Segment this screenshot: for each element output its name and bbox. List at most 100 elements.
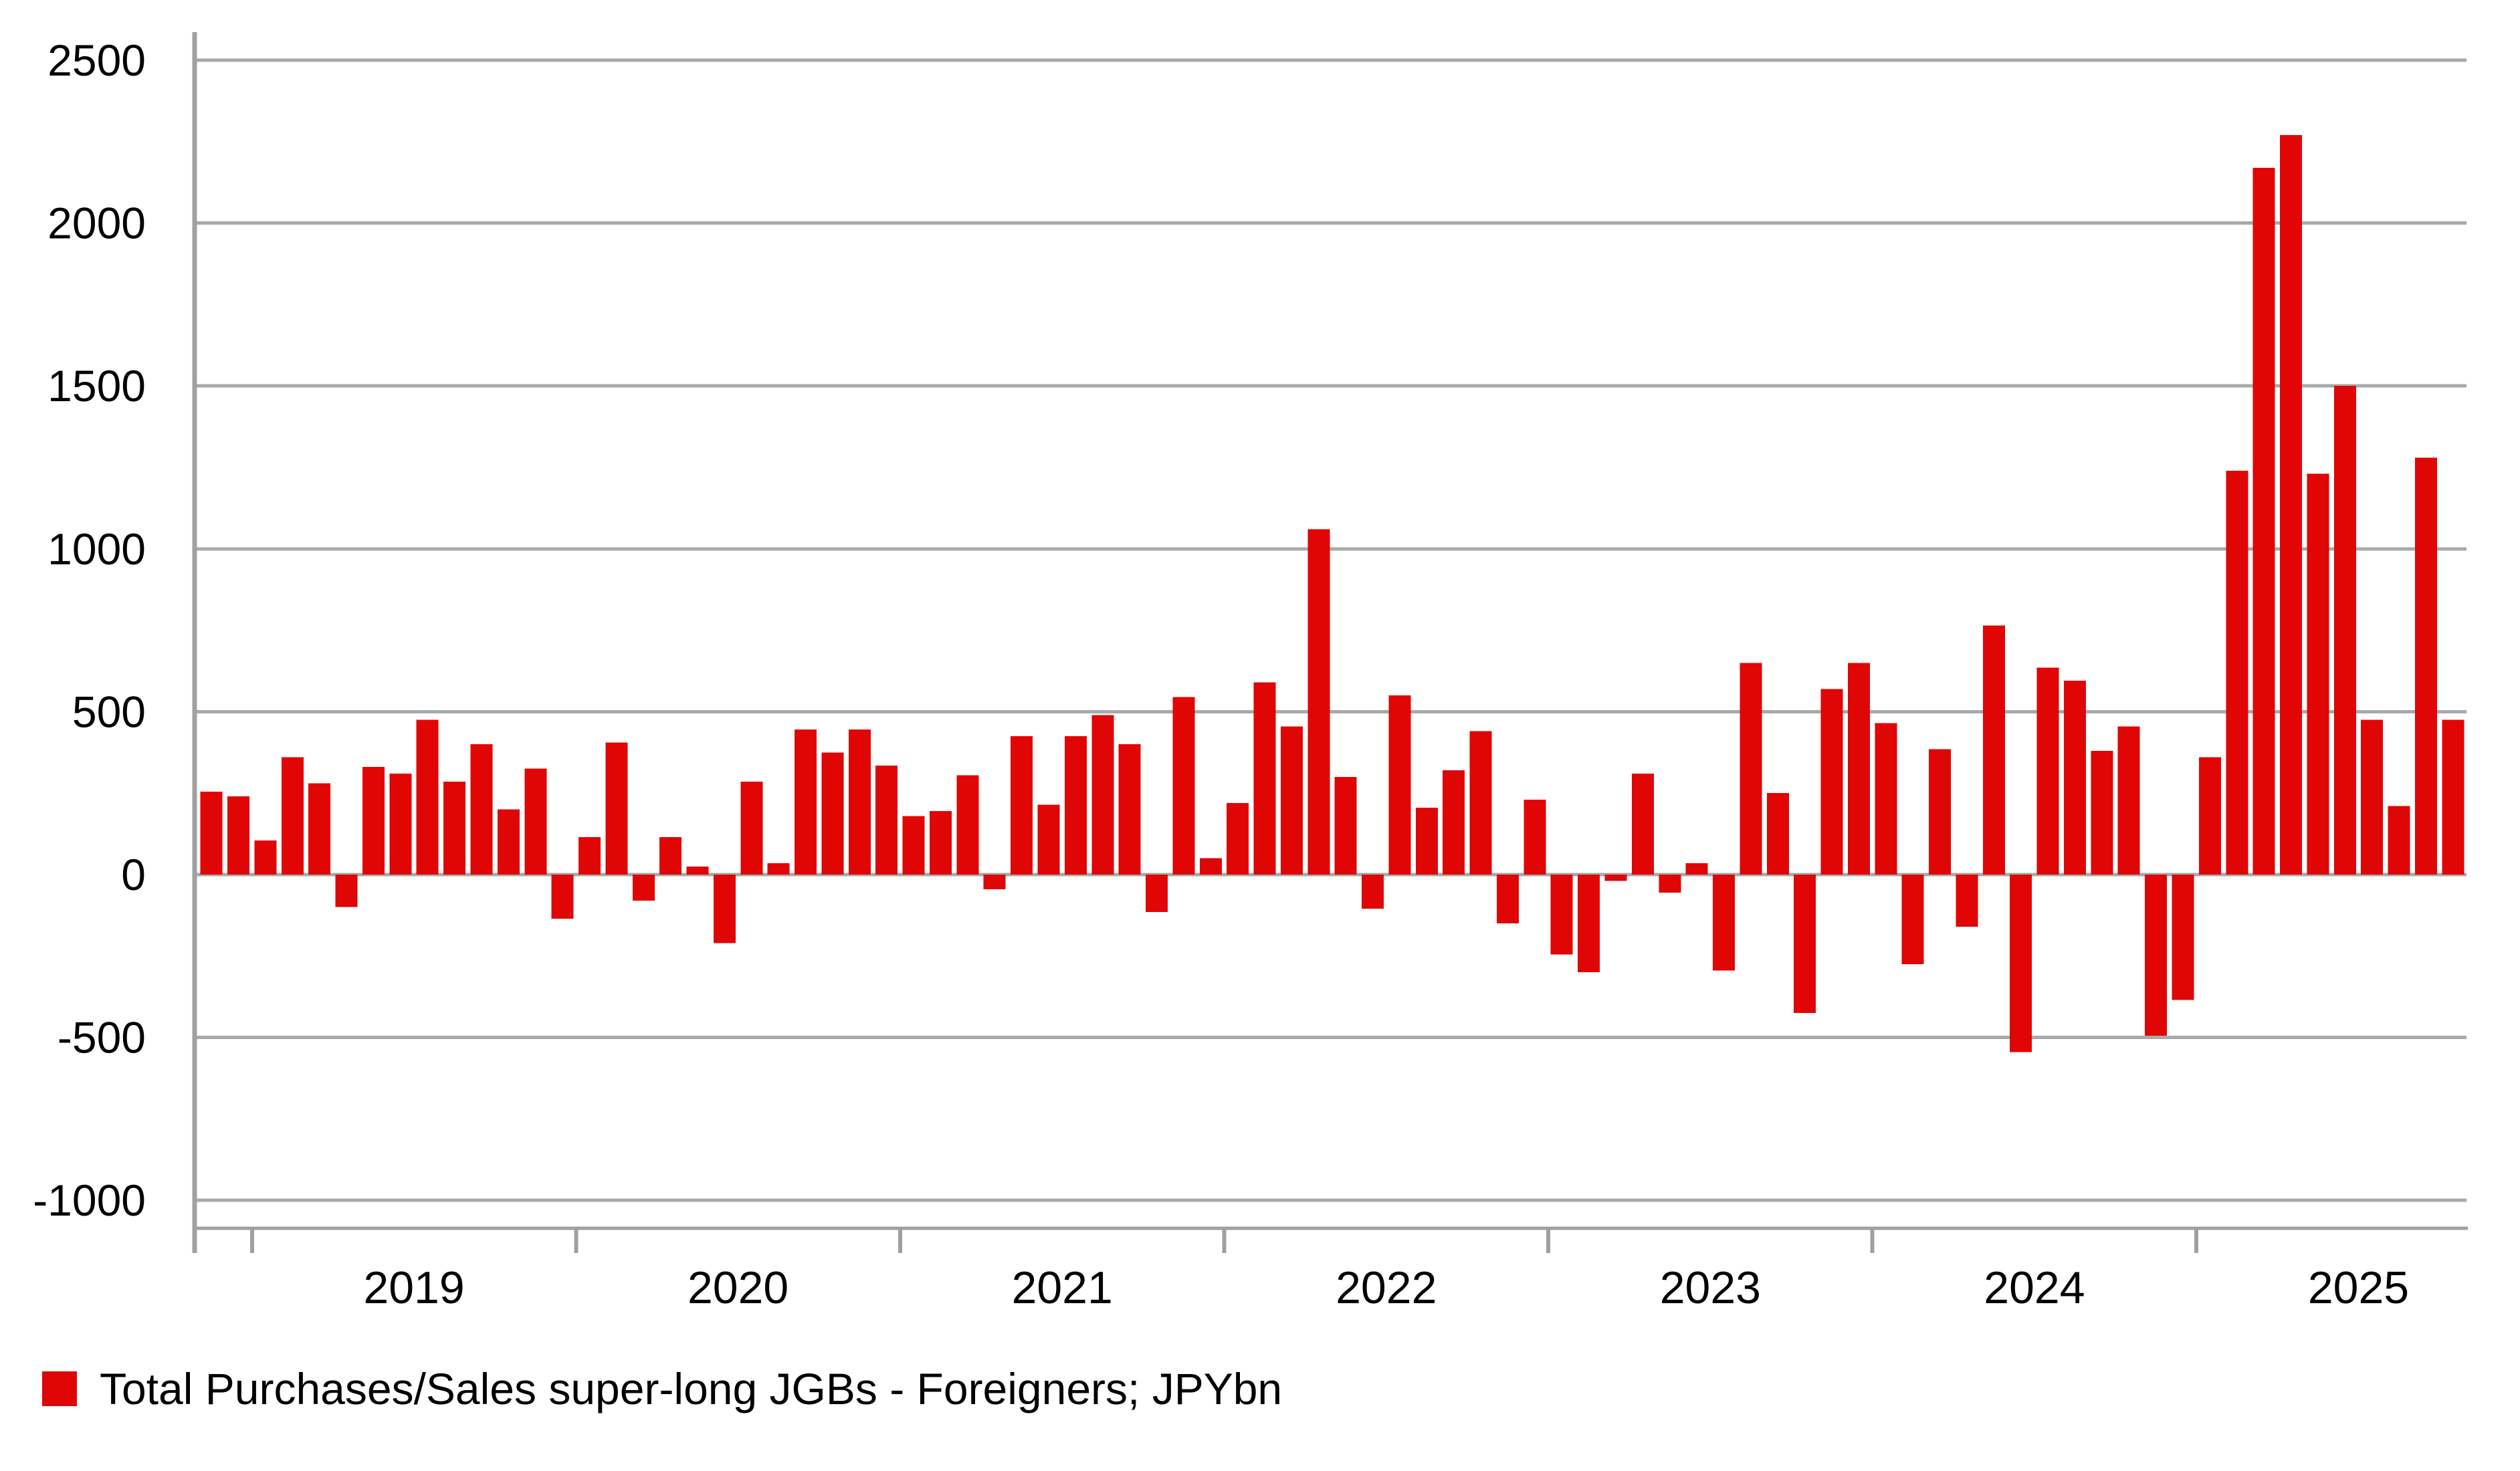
y-tick-label: 0 [121, 850, 146, 899]
bar [848, 729, 871, 875]
bar [1766, 793, 1789, 875]
bar [875, 765, 898, 875]
bar [1875, 723, 1897, 875]
bar [1011, 735, 1033, 875]
bar [1631, 773, 1654, 875]
y-tick-label: 500 [72, 687, 146, 736]
bar [416, 719, 439, 875]
bar [2198, 757, 2221, 875]
bar [1659, 875, 1681, 893]
bar [659, 836, 682, 875]
x-year-label: 2020 [688, 1262, 789, 1313]
bar [1064, 735, 1087, 875]
legend: Total Purchases/Sales super-long JGBs - … [42, 1367, 1282, 1411]
bar [2145, 875, 2168, 1036]
bar [2063, 681, 2086, 875]
bar [200, 791, 223, 875]
bar [2010, 875, 2032, 1052]
bar [1740, 663, 1762, 875]
bar-series [200, 135, 2464, 1052]
x-year-label: 2022 [1336, 1262, 1437, 1313]
bar [2036, 667, 2059, 875]
bar [1982, 625, 2005, 875]
bar [551, 875, 574, 919]
bar [1199, 858, 1222, 875]
bar [308, 783, 331, 875]
bar [2172, 875, 2194, 1000]
legend-swatch [42, 1371, 77, 1406]
x-year-label: 2024 [1984, 1262, 2085, 1313]
bar [1415, 808, 1438, 875]
x-year-label: 2021 [1012, 1262, 1113, 1313]
bar [2307, 473, 2329, 875]
bar [1362, 875, 1384, 909]
bar [1794, 875, 1816, 1014]
bar [929, 810, 952, 875]
bar [713, 875, 736, 943]
bar [1253, 682, 1276, 875]
bar [1550, 875, 1573, 955]
bar [767, 863, 790, 875]
bar [2091, 750, 2113, 875]
y-tick-label: 1500 [47, 361, 146, 411]
bar [2252, 167, 2275, 875]
bar [1118, 744, 1141, 875]
bar [902, 816, 925, 875]
bar [1280, 726, 1303, 875]
bar [497, 809, 520, 875]
bar [1929, 749, 1952, 875]
bar [1469, 731, 1492, 875]
bar [335, 875, 358, 907]
x-year-label: 2025 [2308, 1262, 2409, 1313]
bar [1388, 695, 1411, 875]
bar [1091, 715, 1114, 875]
bar [2414, 457, 2437, 875]
bar [1496, 875, 1519, 924]
bar [2361, 719, 2384, 875]
bar [362, 767, 385, 875]
y-tick-label: -1000 [33, 1175, 146, 1225]
bar [1037, 804, 1060, 875]
bar [1524, 799, 1546, 875]
bar [1713, 875, 1736, 971]
bar [281, 757, 304, 875]
bar [2333, 386, 2356, 875]
x-year-label: 2019 [363, 1262, 464, 1313]
bar [579, 836, 601, 875]
bar [686, 866, 709, 875]
bar [389, 773, 412, 875]
bar [1685, 863, 1708, 875]
bar [1578, 875, 1600, 973]
x-axis-labels: 2019 2020 2021 2022 2023 2024 2025 [363, 1262, 2409, 1313]
bar [254, 840, 277, 875]
bar [983, 875, 1006, 889]
bar [740, 782, 763, 875]
bar [795, 729, 817, 875]
bar [227, 796, 250, 875]
gridlines [195, 58, 2466, 1202]
bar [1820, 689, 1843, 875]
bar [2388, 806, 2410, 875]
y-tick-label: 2500 [47, 35, 146, 85]
bar [821, 752, 844, 875]
bar [2226, 470, 2248, 875]
bar [956, 775, 979, 875]
bar [1334, 776, 1357, 875]
bar [1847, 663, 1870, 875]
bar [1901, 875, 1924, 964]
bar [1227, 802, 1249, 875]
y-axis-labels: 2500 2000 1500 1000 500 0 -500 -1000 [33, 35, 146, 1225]
bar [1956, 875, 1978, 927]
bar [2117, 726, 2140, 875]
bar [443, 782, 466, 875]
y-tick-label: 1000 [47, 524, 146, 574]
bar [2442, 719, 2464, 875]
bar [1146, 875, 1168, 913]
bar [1604, 875, 1627, 881]
bar [632, 875, 655, 901]
bar [1307, 529, 1330, 875]
axes [192, 32, 2468, 1253]
bar [1443, 770, 1465, 875]
bar [524, 768, 547, 875]
